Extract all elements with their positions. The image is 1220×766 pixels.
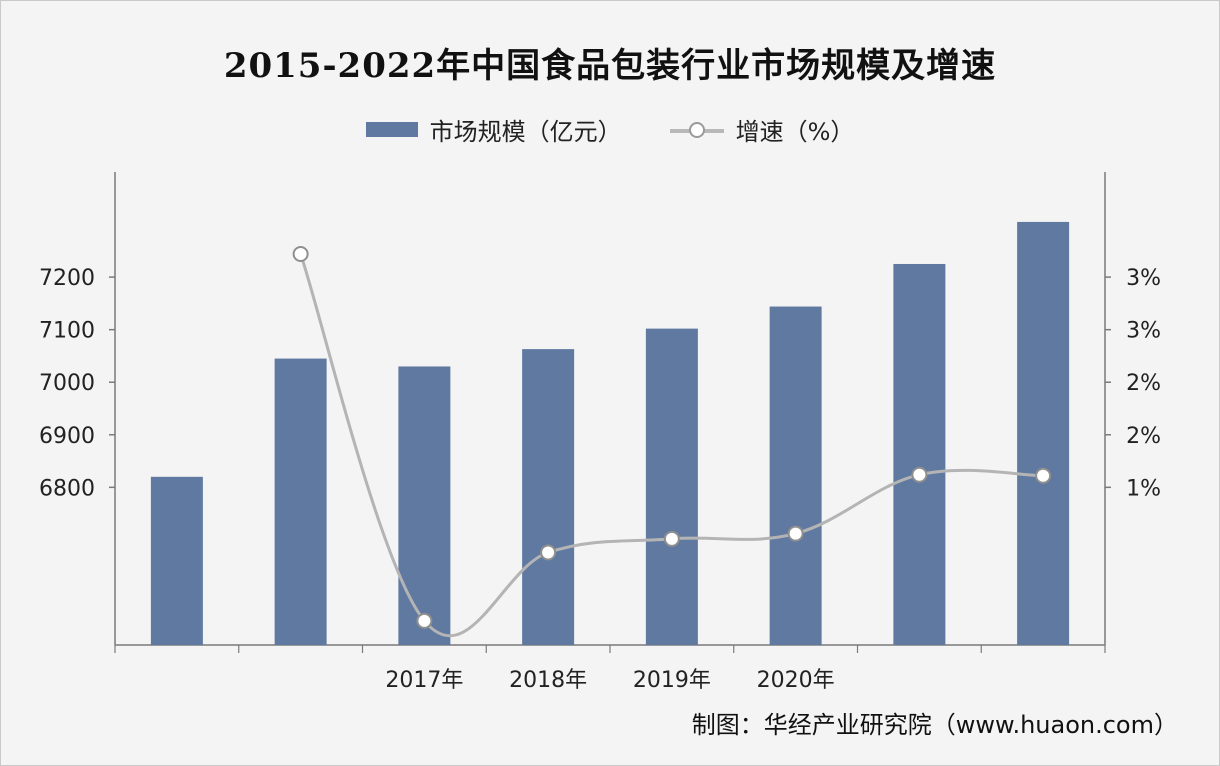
source-note: 制图：华经产业研究院（www.huaon.com）: [691, 711, 1178, 739]
y-left-tick-label-0: 6800: [39, 476, 95, 501]
y-left-tick-label-1: 6900: [39, 424, 95, 449]
legend-bar-swatch: [365, 122, 418, 137]
chart-legend: 市场规模（亿元） 增速（%）: [0, 112, 1220, 147]
y-left-tick-label-4: 7200: [39, 266, 95, 291]
chart-title: 2015-2022年中国食品包装行业市场规模及增速: [223, 46, 997, 86]
growth-point-5: [911, 466, 928, 483]
bar-2: [398, 366, 451, 645]
x-tick-label-3: 2018年: [509, 668, 587, 693]
legend-label-growth: 增速（%）: [735, 118, 855, 146]
growth-point-3: [663, 530, 680, 547]
bar-6: [893, 263, 946, 645]
legend-item-market-size: 市场规模（亿元）: [365, 112, 622, 147]
y-right-tick-label-4: 1%: [1126, 476, 1161, 501]
x-tick-label-5: 2020年: [757, 668, 835, 693]
x-tick-label-2: 2017年: [385, 668, 463, 693]
legend-label-market-size: 市场规模（亿元）: [429, 118, 622, 146]
legend-line-swatch: [669, 120, 724, 140]
x-tick-label-4: 2019年: [633, 668, 711, 693]
growth-point-1: [416, 612, 433, 629]
growth-point-4: [787, 525, 804, 542]
bar-1: [274, 358, 327, 645]
y-left-tick-label-2: 7000: [39, 371, 95, 396]
growth-line: [299, 253, 1044, 638]
y-right-tick-label-0: 3%: [1126, 266, 1161, 291]
y-right-tick-label-2: 2%: [1126, 371, 1161, 396]
bar-4: [645, 328, 698, 645]
bar-5: [769, 306, 822, 645]
y-right-tick-label-1: 3%: [1126, 319, 1161, 344]
legend-item-growth: 增速（%）: [669, 112, 855, 147]
growth-point-6: [1035, 467, 1052, 484]
y-right-tick-label-3: 2%: [1126, 424, 1161, 449]
growth-point-0: [292, 245, 309, 262]
y-left-tick-label-3: 7100: [39, 319, 95, 344]
bar-0: [150, 476, 203, 645]
bar-7: [1017, 221, 1070, 645]
growth-point-2: [540, 544, 557, 561]
bar-3: [522, 349, 575, 645]
